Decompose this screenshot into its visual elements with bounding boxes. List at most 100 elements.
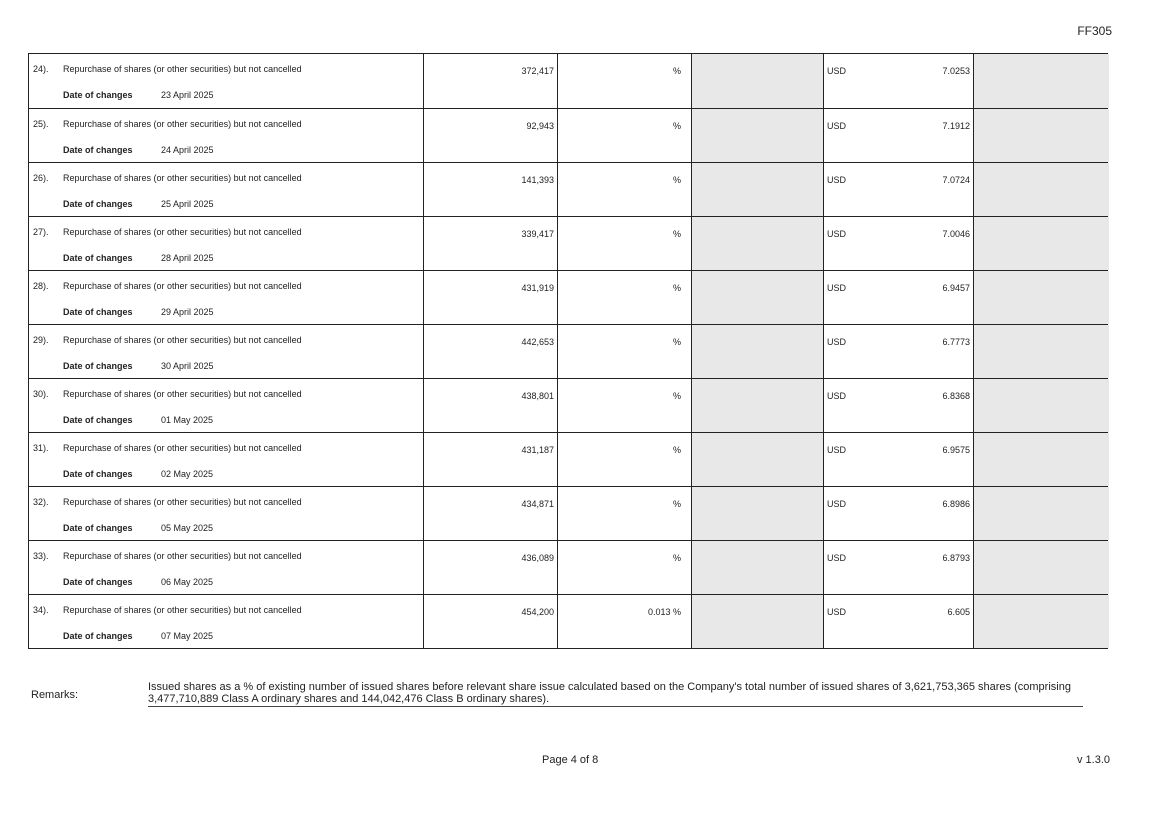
percent-cell: % xyxy=(557,541,691,594)
shares-cell: 442,653 xyxy=(423,325,557,378)
blank-shaded-cell xyxy=(973,163,1109,216)
number-of-shares: 442,653 xyxy=(521,337,554,347)
price-cell: USD 6.8986 xyxy=(823,487,973,540)
price-cell: USD 6.9575 xyxy=(823,433,973,486)
currency: USD xyxy=(827,445,847,455)
change-description: Repurchase of shares (or other securitie… xyxy=(63,64,302,74)
blank-shaded-cell xyxy=(973,595,1109,648)
number-of-shares: 431,919 xyxy=(521,283,554,293)
percent-cell: % xyxy=(557,217,691,270)
percent-value: % xyxy=(672,445,681,455)
blank-shaded-cell xyxy=(691,163,823,216)
number-of-shares: 436,089 xyxy=(521,553,554,563)
blank-shaded-cell xyxy=(691,379,823,432)
row-number: 32). xyxy=(33,497,49,507)
percent-value: % xyxy=(672,553,681,563)
row-number: 34). xyxy=(33,605,49,615)
price-cell: USD 7.0253 xyxy=(823,54,973,108)
percent-value: 0.013 % xyxy=(647,607,681,617)
date-label: Date of changes xyxy=(63,631,133,641)
table-row: 32). Repurchase of shares (or other secur… xyxy=(29,486,1109,540)
percent-cell: 0.013 % xyxy=(557,595,691,648)
number-of-shares: 92,943 xyxy=(526,121,554,131)
row-number: 26). xyxy=(33,173,49,183)
shares-cell: 431,919 xyxy=(423,271,557,324)
change-description: Repurchase of shares (or other securitie… xyxy=(63,443,302,453)
date-of-changes: 30 April 2025 xyxy=(161,361,214,371)
blank-shaded-cell xyxy=(973,433,1109,486)
row-number: 30). xyxy=(33,389,49,399)
date-label: Date of changes xyxy=(63,90,133,100)
percent-cell: % xyxy=(557,54,691,108)
description-cell: 24). Repurchase of shares (or other secur… xyxy=(29,54,423,108)
price-cell: USD 6.8793 xyxy=(823,541,973,594)
change-description: Repurchase of shares (or other securitie… xyxy=(63,281,302,291)
date-of-changes: 23 April 2025 xyxy=(161,90,214,100)
percent-value: % xyxy=(672,121,681,131)
description-cell: 33). Repurchase of shares (or other secur… xyxy=(29,541,423,594)
version-label: v 1.3.0 xyxy=(1076,754,1110,766)
change-description: Repurchase of shares (or other securitie… xyxy=(63,227,302,237)
currency: USD xyxy=(827,337,847,347)
percent-value: % xyxy=(672,229,681,239)
date-label: Date of changes xyxy=(63,145,133,155)
currency: USD xyxy=(827,121,847,131)
blank-shaded-cell xyxy=(973,325,1109,378)
date-of-changes: 25 April 2025 xyxy=(161,199,214,209)
description-cell: 25). Repurchase of shares (or other secur… xyxy=(29,109,423,162)
percent-cell: % xyxy=(557,487,691,540)
change-description: Repurchase of shares (or other securitie… xyxy=(63,497,302,507)
blank-shaded-cell xyxy=(973,109,1109,162)
table-row: 29). Repurchase of shares (or other secur… xyxy=(29,324,1109,378)
date-of-changes: 29 April 2025 xyxy=(161,307,214,317)
description-cell: 30). Repurchase of shares (or other secur… xyxy=(29,379,423,432)
price-cell: USD 6.7773 xyxy=(823,325,973,378)
percent-cell: % xyxy=(557,109,691,162)
blank-shaded-cell xyxy=(973,379,1109,432)
row-number: 33). xyxy=(33,551,49,561)
date-of-changes: 28 April 2025 xyxy=(161,253,214,263)
date-label: Date of changes xyxy=(63,523,133,533)
change-description: Repurchase of shares (or other securitie… xyxy=(63,173,302,183)
blank-shaded-cell xyxy=(691,433,823,486)
page-number: Page 4 of 8 xyxy=(542,754,599,766)
shares-cell: 92,943 xyxy=(423,109,557,162)
price-cell: USD 7.0724 xyxy=(823,163,973,216)
percent-value: % xyxy=(672,175,681,185)
blank-shaded-cell xyxy=(973,541,1109,594)
table-row: 34). Repurchase of shares (or other secur… xyxy=(29,594,1109,648)
price-per-share: 7.0253 xyxy=(942,66,970,76)
currency: USD xyxy=(827,66,847,76)
percent-cell: % xyxy=(557,433,691,486)
shares-cell: 454,200 xyxy=(423,595,557,648)
shares-cell: 438,801 xyxy=(423,379,557,432)
currency: USD xyxy=(827,607,847,617)
price-per-share: 7.0724 xyxy=(942,175,970,185)
price-per-share: 6.8368 xyxy=(942,391,970,401)
remarks-label: Remarks: xyxy=(31,689,79,701)
date-label: Date of changes xyxy=(63,469,133,479)
price-per-share: 6.9575 xyxy=(942,445,970,455)
blank-shaded-cell xyxy=(691,595,823,648)
shares-cell: 372,417 xyxy=(423,54,557,108)
number-of-shares: 434,871 xyxy=(521,499,554,509)
number-of-shares: 438,801 xyxy=(521,391,554,401)
description-cell: 26). Repurchase of shares (or other secur… xyxy=(29,163,423,216)
percent-cell: % xyxy=(557,379,691,432)
table-row: 27). Repurchase of shares (or other secur… xyxy=(29,216,1109,270)
shares-cell: 436,089 xyxy=(423,541,557,594)
currency: USD xyxy=(827,229,847,239)
shares-cell: 434,871 xyxy=(423,487,557,540)
table-row: 31). Repurchase of shares (or other secur… xyxy=(29,432,1109,486)
percent-value: % xyxy=(672,283,681,293)
date-label: Date of changes xyxy=(63,415,133,425)
blank-shaded-cell xyxy=(691,54,823,108)
row-number: 29). xyxy=(33,335,49,345)
description-cell: 31). Repurchase of shares (or other secur… xyxy=(29,433,423,486)
change-description: Repurchase of shares (or other securitie… xyxy=(63,119,302,129)
blank-shaded-cell xyxy=(691,271,823,324)
price-cell: USD 6.8368 xyxy=(823,379,973,432)
price-cell: USD 7.0046 xyxy=(823,217,973,270)
form-code: FF305 xyxy=(1077,24,1112,38)
change-description: Repurchase of shares (or other securitie… xyxy=(63,605,302,615)
